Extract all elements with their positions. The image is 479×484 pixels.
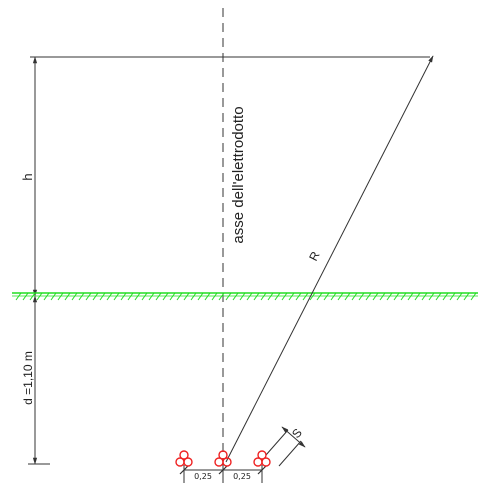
ground-hatch-stroke bbox=[141, 292, 148, 301]
label-depth: d =1,10 m bbox=[21, 351, 35, 405]
ground-hatch-stroke bbox=[71, 292, 78, 301]
ground-hatch-stroke bbox=[197, 292, 204, 301]
ground-hatch-stroke bbox=[64, 292, 71, 301]
label-spacing-right: 0,25 bbox=[233, 472, 251, 481]
ground-hatch-stroke bbox=[120, 292, 127, 301]
ground-hatch-stroke bbox=[288, 292, 295, 301]
cable-group-left bbox=[175, 450, 193, 467]
ground-hatch-stroke bbox=[428, 292, 435, 301]
ground-hatch-stroke bbox=[435, 292, 442, 301]
ground-hatch-stroke bbox=[169, 292, 176, 301]
ground-hatch-stroke bbox=[246, 292, 253, 301]
ground-hatch-stroke bbox=[281, 292, 288, 301]
ground-hatch-stroke bbox=[204, 292, 211, 301]
cable-group-right bbox=[253, 450, 271, 467]
ground-hatch-stroke bbox=[148, 292, 155, 301]
ground-hatch-stroke bbox=[155, 292, 162, 301]
ground-hatch-stroke bbox=[456, 292, 463, 301]
ground-hatch-stroke bbox=[400, 292, 407, 301]
ground-hatch-stroke bbox=[386, 292, 393, 301]
ground-hatch-stroke bbox=[176, 292, 183, 301]
ground-hatch-stroke bbox=[344, 292, 351, 301]
ground-hatch-stroke bbox=[302, 292, 309, 301]
ground-hatch-stroke bbox=[365, 292, 372, 301]
ground-hatch-stroke bbox=[29, 292, 36, 301]
ground-hatch-stroke bbox=[393, 292, 400, 301]
ground-hatch-stroke bbox=[316, 292, 323, 301]
ground-hatch-stroke bbox=[372, 292, 379, 301]
ground-hatch-stroke bbox=[22, 292, 29, 301]
label-radius: R bbox=[306, 249, 323, 263]
ground-hatch-stroke bbox=[470, 292, 477, 301]
label-h: h bbox=[20, 173, 35, 180]
ground-hatch-stroke bbox=[309, 292, 316, 301]
ground-hatch-stroke bbox=[15, 292, 22, 301]
ground-hatch-stroke bbox=[232, 292, 239, 301]
ground-hatch-stroke bbox=[330, 292, 337, 301]
ground-hatch-stroke bbox=[253, 292, 260, 301]
ground-hatch-stroke bbox=[414, 292, 421, 301]
ground-hatch-stroke bbox=[85, 292, 92, 301]
label-spacing-left: 0,25 bbox=[194, 472, 212, 481]
ground-hatch-stroke bbox=[274, 292, 281, 301]
ground-hatch-stroke bbox=[358, 292, 365, 301]
ground-hatch-stroke bbox=[50, 292, 57, 301]
ground-hatch-stroke bbox=[295, 292, 302, 301]
ground-hatch-stroke bbox=[113, 292, 120, 301]
ground-hatch-stroke bbox=[449, 292, 456, 301]
ground-hatch-stroke bbox=[134, 292, 141, 301]
bottom-spacing-dimension bbox=[179, 465, 267, 483]
ground-hatch-stroke bbox=[351, 292, 358, 301]
ground-hatch-stroke bbox=[337, 292, 344, 301]
label-spacing-s: S bbox=[289, 426, 305, 441]
cable-group-center bbox=[214, 450, 232, 467]
ground-hatch-stroke bbox=[407, 292, 414, 301]
ground-hatch-stroke bbox=[218, 292, 225, 301]
ground-hatch-stroke bbox=[106, 292, 113, 301]
ground-hatch-stroke bbox=[463, 292, 470, 301]
radius-line bbox=[225, 55, 434, 463]
ground-hatch-stroke bbox=[57, 292, 64, 301]
ground-hatch-stroke bbox=[211, 292, 218, 301]
ground-hatch-stroke bbox=[190, 292, 197, 301]
ground-hatch-stroke bbox=[421, 292, 428, 301]
ground-hatch-stroke bbox=[323, 292, 330, 301]
ground-hatch-stroke bbox=[442, 292, 449, 301]
ground-hatch-stroke bbox=[267, 292, 274, 301]
ground-hatch-stroke bbox=[36, 292, 43, 301]
spacing-s-dimension bbox=[265, 426, 306, 467]
ground-hatch-stroke bbox=[127, 292, 134, 301]
ground-hatch-stroke bbox=[183, 292, 190, 301]
ground-hatch-stroke bbox=[78, 292, 85, 301]
ground-hatch-stroke bbox=[43, 292, 50, 301]
ground-surface bbox=[12, 292, 478, 301]
ground-hatch-stroke bbox=[225, 292, 232, 301]
ground-hatch-stroke bbox=[162, 292, 169, 301]
ground-hatch-stroke bbox=[92, 292, 99, 301]
ground-hatch-stroke bbox=[239, 292, 246, 301]
label-axis: asse dell'elettrodotto bbox=[230, 106, 247, 243]
ground-hatch-stroke bbox=[379, 292, 386, 301]
ground-hatch-stroke bbox=[260, 292, 267, 301]
ground-hatch-stroke bbox=[99, 292, 106, 301]
